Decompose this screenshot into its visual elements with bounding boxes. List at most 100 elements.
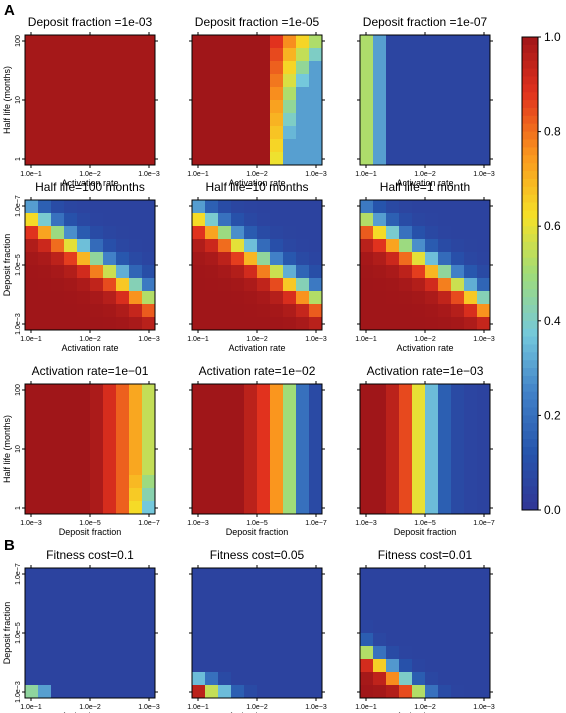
- heatmap-cell: [309, 239, 323, 253]
- heatmap-cell: [464, 304, 478, 318]
- heatmap-cell: [270, 61, 284, 75]
- heatmap-cell: [257, 252, 271, 266]
- heatmap-cell: [244, 291, 258, 305]
- heatmap-cell: [438, 139, 452, 153]
- heatmap-cell: [205, 48, 219, 62]
- heatmap-cell: [451, 410, 465, 424]
- colorbar-segment: [522, 352, 538, 361]
- heatmap-cell: [192, 100, 206, 114]
- heatmap-cell: [77, 384, 91, 398]
- heatmap-cell: [257, 100, 271, 114]
- heatmap-cell: [142, 410, 156, 424]
- heatmap-cell: [438, 317, 452, 331]
- heatmap-cell: [90, 113, 104, 127]
- heatmap-cell: [64, 61, 78, 75]
- heatmap-cell: [90, 87, 104, 101]
- heatmap-cell: [116, 100, 130, 114]
- heatmap-cell: [309, 581, 323, 595]
- panel-title: Deposit fraction =1e-05: [195, 15, 320, 29]
- heatmap-cell: [477, 317, 491, 331]
- heatmap-cell: [477, 126, 491, 140]
- heatmap-cell: [438, 646, 452, 660]
- heatmap-cell: [412, 48, 426, 62]
- heatmap-cell: [205, 568, 219, 582]
- heatmap-cell: [192, 213, 206, 227]
- heatmap-cell: [438, 74, 452, 88]
- heatmap-cell: [77, 594, 91, 608]
- heatmap-cell: [142, 685, 156, 699]
- heatmap-cell: [77, 35, 91, 49]
- heatmap-cell: [192, 462, 206, 476]
- heatmap-cell: [464, 672, 478, 686]
- heatmap-cell: [116, 488, 130, 502]
- x-tick-label: 1.0e−2: [246, 704, 268, 711]
- heatmap-cell: [231, 48, 245, 62]
- heatmap-cell: [142, 581, 156, 595]
- y-axis-label: Half life (months): [2, 415, 12, 483]
- heatmap-cell: [399, 449, 413, 463]
- heatmap-cell: [309, 48, 323, 62]
- heatmap-cell: [218, 213, 232, 227]
- heatmap-cell: [38, 620, 52, 634]
- heatmap-cell: [77, 317, 91, 331]
- heatmap-cell: [373, 436, 387, 450]
- heatmap-cell: [386, 620, 400, 634]
- heatmap-cell: [373, 35, 387, 49]
- heatmap-cell: [244, 568, 258, 582]
- heatmap-cell: [425, 139, 439, 153]
- heatmap-cell: [477, 646, 491, 660]
- heatmap-cell: [218, 646, 232, 660]
- heatmap-cell: [205, 646, 219, 660]
- heatmap-cell: [451, 48, 465, 62]
- heatmap-cell: [309, 317, 323, 331]
- heatmap-cell: [451, 61, 465, 75]
- heatmap-cell: [399, 568, 413, 582]
- heatmap-cell: [386, 291, 400, 305]
- heatmap-cell: [257, 126, 271, 140]
- heatmap-cell: [257, 620, 271, 634]
- heatmap-cell: [116, 685, 130, 699]
- heatmap-cell: [231, 384, 245, 398]
- heatmap-cell: [51, 213, 65, 227]
- heatmap-cell: [205, 384, 219, 398]
- heatmap-cell: [129, 436, 143, 450]
- heatmap-cell: [90, 646, 104, 660]
- panel-title: Fitness cost=0.1: [46, 548, 134, 562]
- heatmap-cell: [25, 384, 39, 398]
- heatmap-cell: [257, 291, 271, 305]
- heatmap-cell: [64, 594, 78, 608]
- heatmap-cell: [399, 685, 413, 699]
- heatmap-cell: [51, 200, 65, 214]
- heatmap-cell: [25, 620, 39, 634]
- heatmap-cell: [244, 113, 258, 127]
- heatmap-cell: [386, 410, 400, 424]
- heatmap-cell: [192, 410, 206, 424]
- heatmap-cell: [77, 74, 91, 88]
- heatmap-cell: [283, 291, 297, 305]
- heatmap-cell: [257, 488, 271, 502]
- heatmap-cell: [399, 61, 413, 75]
- heatmap-cell: [231, 646, 245, 660]
- heatmap-cell: [451, 594, 465, 608]
- heatmap-cell: [425, 200, 439, 214]
- heatmap-cell: [283, 436, 297, 450]
- heatmap-cell: [64, 462, 78, 476]
- heatmap-cell: [360, 152, 374, 166]
- heatmap-cell: [142, 278, 156, 292]
- heatmap-cell: [283, 139, 297, 153]
- heatmap-cell: [257, 646, 271, 660]
- heatmap-cell: [477, 304, 491, 318]
- heatmap-cell: [425, 436, 439, 450]
- heatmap-cell: [64, 291, 78, 305]
- heatmap-cell: [283, 672, 297, 686]
- heatmap-cell: [90, 239, 104, 253]
- heatmap-cell: [270, 501, 284, 515]
- heatmap-cell: [309, 646, 323, 660]
- heatmap-cell: [205, 35, 219, 49]
- heatmap-cell: [231, 397, 245, 411]
- heatmap-cell: [438, 620, 452, 634]
- heatmap-cell: [386, 152, 400, 166]
- heatmap-cell: [51, 74, 65, 88]
- heatmap-cell: [360, 397, 374, 411]
- heatmap-cell: [38, 488, 52, 502]
